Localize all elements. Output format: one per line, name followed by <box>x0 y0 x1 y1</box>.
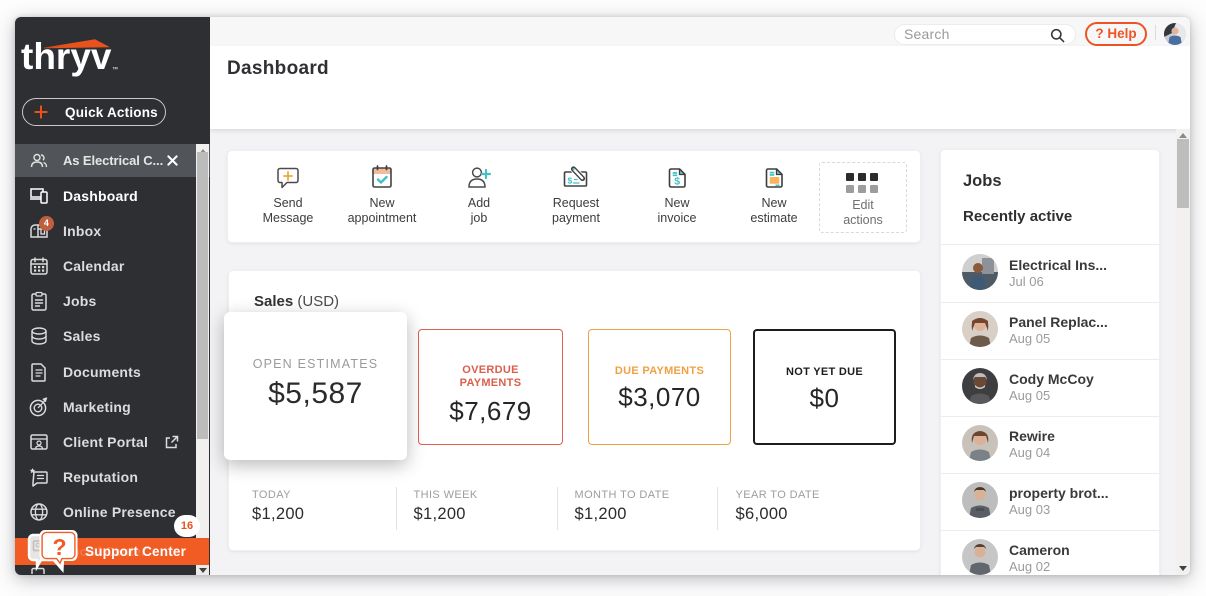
svg-text:?: ? <box>53 534 67 560</box>
svg-text:$: $ <box>568 176 573 186</box>
svg-text:$: $ <box>674 176 680 188</box>
svg-text:™: ™ <box>112 66 118 73</box>
svg-text:thryv: thryv <box>21 36 112 77</box>
